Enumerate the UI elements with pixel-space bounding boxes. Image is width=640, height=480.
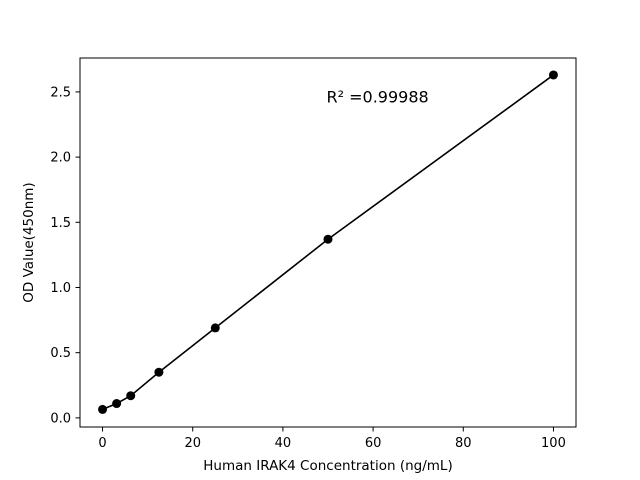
x-tick-label: 100 <box>541 436 566 451</box>
y-tick-label: 2.0 <box>50 151 71 166</box>
x-axis-label: Human IRAK4 Concentration (ng/mL) <box>203 458 452 474</box>
x-tick-label: 20 <box>184 436 201 451</box>
data-point-marker <box>126 391 136 401</box>
data-point-marker <box>112 399 122 409</box>
plot-area <box>79 57 577 428</box>
y-tick-label: 0.0 <box>50 411 71 426</box>
axes-spines <box>79 57 577 428</box>
x-tick-label: 40 <box>275 436 292 451</box>
data-point-marker <box>323 234 333 244</box>
y-tick-label: 2.5 <box>50 85 71 100</box>
data-point-marker <box>210 323 220 333</box>
data-point-marker <box>98 404 108 414</box>
y-tick-label: 1.5 <box>50 216 71 231</box>
data-point-marker <box>548 70 558 80</box>
y-tick-label: 0.5 <box>50 346 71 361</box>
y-axis-label: OD Value(450nm) <box>21 182 37 302</box>
x-tick-label: 80 <box>455 436 472 451</box>
r-squared-annotation: R² =0.99988 <box>327 87 429 106</box>
data-point-marker <box>154 367 164 377</box>
series-layer <box>98 70 558 414</box>
x-tick-label: 0 <box>98 436 106 451</box>
ticks-layer: 0 20 40 60 80 100 0.0 0.5 1.0 1.5 2.0 2.5 <box>50 85 566 451</box>
x-tick-label: 60 <box>365 436 382 451</box>
y-tick-label: 1.0 <box>50 281 71 296</box>
